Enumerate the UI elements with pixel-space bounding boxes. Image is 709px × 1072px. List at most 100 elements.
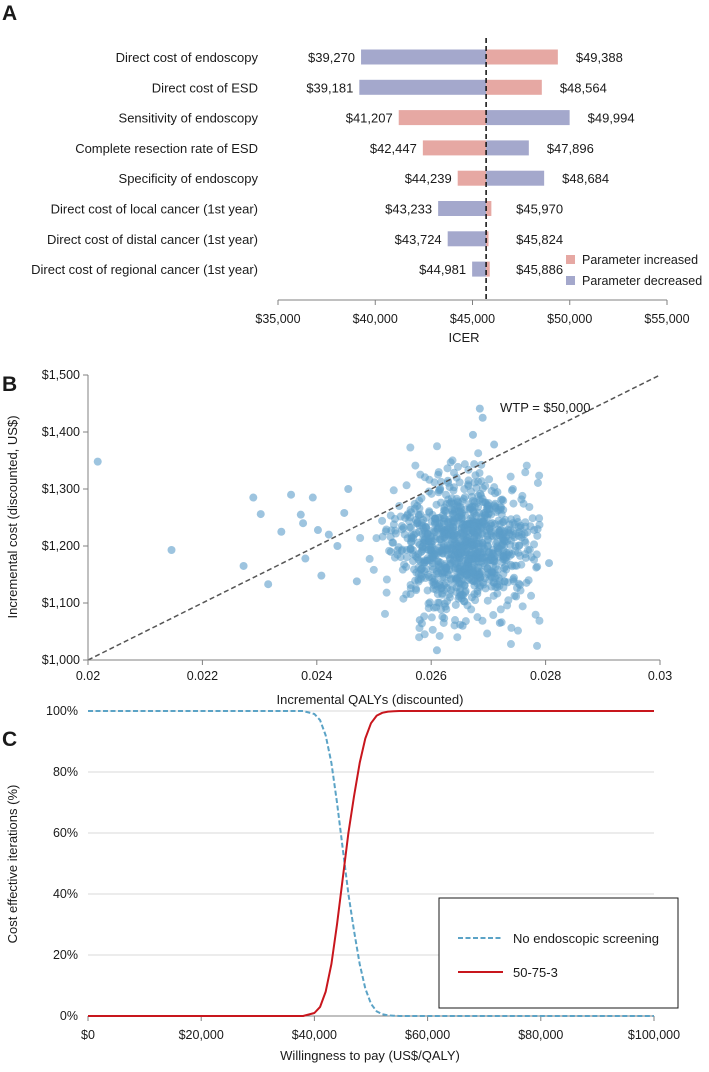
wtp-threshold-line — [87, 374, 661, 661]
scatter-point — [435, 631, 444, 640]
scatter-point — [535, 471, 544, 480]
scatter-point — [456, 577, 465, 586]
scatter-point — [473, 548, 482, 557]
scatter-point — [500, 577, 509, 586]
scatter-point — [515, 541, 524, 550]
scatter-point — [249, 493, 258, 502]
scatter-point — [490, 483, 499, 492]
legend-box — [438, 897, 679, 1009]
y-tick-label: 80% — [53, 765, 78, 779]
scatter-point — [380, 609, 389, 618]
scatter-point — [463, 555, 472, 564]
scatter-point — [506, 472, 515, 481]
scatter-point — [391, 529, 400, 538]
scatter-point — [490, 440, 499, 449]
scatter-point — [412, 529, 421, 538]
scatter-points — [93, 404, 554, 655]
scatter-point — [507, 623, 516, 632]
scatter-point — [495, 552, 504, 561]
scatter-point — [518, 602, 527, 611]
wtp-label: WTP = $50,000 — [500, 400, 590, 415]
y-tick-label: 0% — [60, 1009, 78, 1023]
scatter-point — [510, 591, 519, 600]
scatter-point — [430, 478, 439, 487]
scatter-point — [427, 489, 436, 498]
scatter-point — [514, 522, 523, 531]
scatter-point — [527, 591, 536, 600]
scatter-point — [406, 443, 415, 452]
x-tick-label: $35,000 — [255, 312, 300, 326]
scatter-point — [422, 556, 431, 565]
scatter-point — [486, 555, 495, 564]
bar-low — [398, 110, 487, 126]
high-value-label: $45,824 — [516, 232, 563, 247]
scatter-point — [389, 520, 398, 529]
low-value-label: $43,233 — [385, 202, 432, 217]
bar-low — [422, 140, 487, 156]
scatter-point — [545, 559, 554, 568]
scatter-point — [442, 530, 451, 539]
high-value-label: $49,388 — [576, 50, 623, 65]
y-axis-title: Cost effective iterations (%) — [5, 785, 20, 944]
scatter-point — [453, 462, 462, 471]
scatter-point — [406, 523, 415, 532]
x-tick-label: 0.028 — [530, 669, 561, 683]
panel-c-line-chart: C 0% 20% 40% 60% 80% 100% $0 $20,000 $40,000 $60,… — [2, 704, 680, 1063]
scatter-point — [463, 519, 472, 528]
x-tick-label: $20,000 — [179, 1028, 224, 1042]
scatter-point — [450, 514, 459, 523]
high-value-label: $47,896 — [547, 141, 594, 156]
scatter-point — [452, 494, 461, 503]
parameter-label: Specificity of endoscopy — [119, 171, 259, 186]
scatter-point — [438, 590, 447, 599]
scatter-point — [467, 605, 476, 614]
scatter-point — [277, 527, 286, 536]
parameter-label: Direct cost of distal cancer (1st year) — [47, 232, 258, 247]
scatter-point — [365, 554, 374, 563]
scatter-point — [528, 514, 537, 523]
panel-b-letter: B — [2, 373, 17, 396]
scatter-point — [533, 478, 542, 487]
scatter-point — [487, 529, 496, 538]
y-tick-label: 60% — [53, 826, 78, 840]
high-value-label: $49,994 — [588, 111, 635, 126]
y-tick-label: $1,200 — [42, 539, 80, 553]
scatter-point — [505, 551, 514, 560]
legend: No endoscopic screening 50-75-3 — [438, 897, 679, 1009]
scatter-point — [477, 553, 486, 562]
bar-low — [472, 261, 487, 277]
scatter-point — [424, 570, 433, 579]
y-tick-label: $1,400 — [42, 425, 80, 439]
scatter-point — [239, 561, 248, 570]
scatter-point — [460, 597, 469, 606]
x-tick-label: $55,000 — [644, 312, 689, 326]
scatter-point — [471, 596, 480, 605]
scatter-point — [352, 577, 361, 586]
scatter-point — [402, 481, 411, 490]
scatter-point — [399, 594, 408, 603]
scatter-point — [518, 491, 527, 500]
scatter-point — [451, 616, 460, 625]
scatter-point — [530, 540, 539, 549]
scatter-point — [421, 523, 430, 532]
scatter-point — [287, 490, 296, 499]
scatter-point — [416, 557, 425, 566]
scatter-point — [533, 641, 542, 650]
bar-low — [438, 201, 487, 216]
scatter-point — [378, 516, 387, 525]
panel-b-scatter-chart: B $1,000 $1,100 $1,200 $1,300 $1,400 $1,500 0.… — [2, 368, 672, 707]
scatter-point — [456, 562, 465, 571]
scatter-point — [433, 598, 442, 607]
scatter-point — [439, 618, 448, 627]
scatter-point — [493, 538, 502, 547]
scatter-point — [433, 442, 442, 451]
scatter-point — [424, 599, 433, 608]
bar-high — [486, 261, 490, 277]
x-tick-label: $60,000 — [405, 1028, 450, 1042]
x-axis-title: Incremental QALYs (discounted) — [277, 692, 464, 707]
scatter-point — [521, 518, 530, 527]
scatter-point — [344, 485, 353, 493]
scatter-point — [510, 573, 519, 582]
scatter-point — [93, 457, 102, 466]
scatter-point — [481, 481, 490, 490]
